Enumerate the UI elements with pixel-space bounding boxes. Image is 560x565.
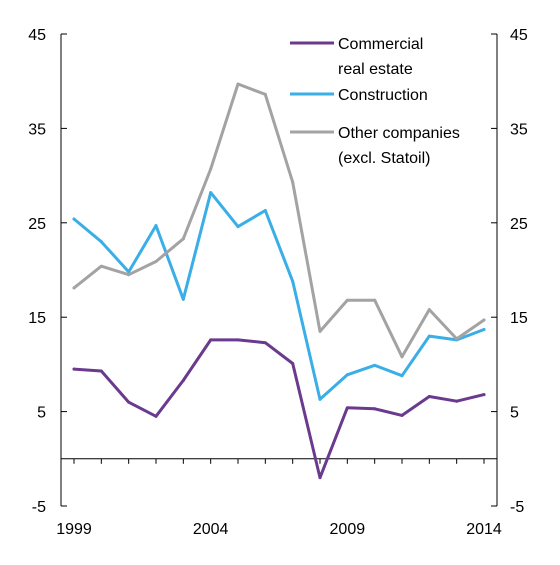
series-2-point: [291, 180, 295, 184]
series-2-point: [345, 298, 349, 302]
series-0-point: [236, 338, 240, 342]
series-1-point: [345, 373, 349, 377]
series-1-point: [181, 297, 185, 301]
series-0-point: [400, 413, 404, 417]
series-0-point: [455, 399, 459, 403]
y-tick-label-right: 35: [510, 121, 528, 138]
series-2-point: [181, 237, 185, 241]
series-0-point: [318, 476, 322, 480]
series-2-point: [72, 286, 76, 290]
series-1-point: [154, 224, 158, 228]
series-1-point: [236, 225, 240, 229]
series-0-point: [263, 341, 267, 345]
legend-label-2: (excl. Statoil): [338, 150, 430, 167]
y-tick-label-left: 5: [37, 405, 46, 422]
x-tick-label: 2014: [466, 521, 502, 538]
series-2-point: [99, 264, 103, 268]
y-tick-label-right: 15: [510, 310, 528, 327]
series-2-point: [127, 273, 131, 277]
series-1-point: [427, 334, 431, 338]
series-line-1: [72, 191, 486, 401]
series-1-point: [291, 279, 295, 283]
y-tick-label-left: 45: [28, 27, 46, 44]
y-tick-label-left: 35: [28, 121, 46, 138]
series-2-point: [373, 298, 377, 302]
y-tick-label-right: -5: [510, 499, 524, 516]
series-0-point: [345, 406, 349, 410]
series-2-point: [236, 82, 240, 86]
series-1-point: [373, 363, 377, 367]
legend-label-0: Commercial: [338, 36, 423, 53]
series-line-0: [72, 338, 486, 480]
series-0-point: [181, 378, 185, 382]
series-0-point: [209, 338, 213, 342]
series-1-point: [318, 397, 322, 401]
x-tick-label: 1999: [56, 521, 92, 538]
series-1-point: [400, 374, 404, 378]
legend-label-0: real estate: [338, 61, 413, 78]
series-0-point: [482, 393, 486, 397]
legend-label-2: Other companies: [338, 125, 460, 142]
series-2-point: [263, 92, 267, 96]
series-1-point: [72, 217, 76, 221]
y-tick-label-right: 5: [510, 405, 519, 422]
x-tick-label: 2009: [330, 521, 366, 538]
series-1-point: [127, 270, 131, 274]
series-2-point: [427, 308, 431, 312]
series-2-point: [209, 167, 213, 171]
series-2-point: [318, 329, 322, 333]
series-0-point: [154, 414, 158, 418]
series-2-point: [455, 337, 459, 341]
y-tick-label-left: -5: [32, 499, 46, 516]
series-0-point: [127, 400, 131, 404]
y-tick-label-right: 45: [510, 27, 528, 44]
series-2-point: [400, 355, 404, 359]
series-1-point: [482, 327, 486, 331]
y-tick-label-left: 25: [28, 216, 46, 233]
y-tick-label-left: 15: [28, 310, 46, 327]
y-tick-label-right: 25: [510, 216, 528, 233]
series-0-point: [427, 394, 431, 398]
series-0-point: [373, 407, 377, 411]
series-1-point: [99, 240, 103, 244]
series-0-point: [72, 367, 76, 371]
series-1-point: [263, 209, 267, 213]
series-1-point: [209, 191, 213, 195]
legend-label-1: Construction: [338, 87, 428, 104]
series-line-2: [72, 82, 486, 359]
series-2-point: [482, 318, 486, 322]
series-0-point: [99, 369, 103, 373]
series-2-point: [154, 260, 158, 264]
series-0-point: [291, 361, 295, 365]
x-tick-label: 2004: [193, 521, 229, 538]
